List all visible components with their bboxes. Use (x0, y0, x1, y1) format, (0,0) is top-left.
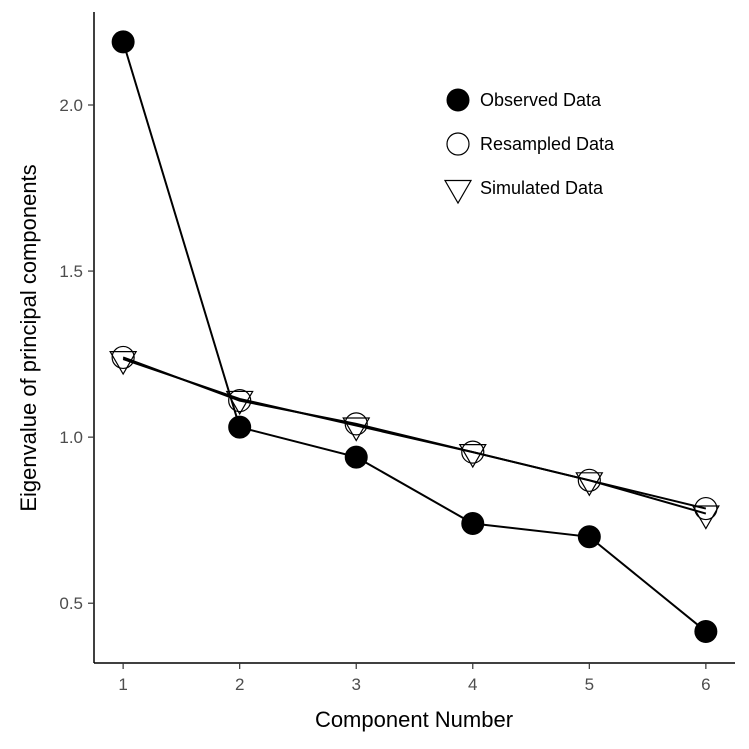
y-tick-label: 2.0 (59, 96, 83, 115)
y-tick-label: 0.5 (59, 594, 83, 613)
legend-label-1: Observed Data (480, 90, 602, 110)
data-point-series-1 (694, 619, 718, 643)
legend-label-2: Resampled Data (480, 134, 615, 154)
x-tick-label: 6 (701, 675, 710, 694)
axes (93, 12, 735, 664)
x-tick-label: 4 (468, 675, 477, 694)
data-point-series-1 (577, 525, 601, 549)
data-point-series-3 (225, 390, 254, 416)
legend-label-3: Simulated Data (480, 178, 604, 198)
data-point-series-3 (458, 443, 487, 469)
x-tick-label: 5 (585, 675, 594, 694)
series-points (109, 30, 720, 643)
data-point-series-2 (461, 440, 485, 464)
data-point-series-1 (344, 445, 368, 469)
data-point-series-3 (691, 505, 720, 530)
data-point-series-2 (577, 468, 601, 492)
data-point-series-2 (111, 345, 135, 370)
data-point-series-3 (109, 350, 138, 376)
data-point-series-1 (228, 415, 252, 439)
legend-key-1 (446, 88, 470, 112)
data-point-series-2 (228, 389, 252, 413)
data-point-series-1 (461, 512, 485, 535)
data-point-series-2 (344, 412, 368, 436)
y-tick-label: 1.5 (59, 262, 83, 281)
data-point-series-2 (694, 496, 718, 521)
ticks: 1 2 3 4 5 6 0.5 1.0 1.5 2.0 (59, 96, 710, 694)
y-tick-label: 1.0 (59, 428, 83, 447)
data-point-series-1 (111, 30, 135, 54)
series-line-2 (122, 356, 707, 510)
data-point-series-3 (575, 472, 604, 497)
series-line-1 (122, 41, 707, 633)
x-tick-label: 2 (235, 675, 244, 694)
x-tick-label: 3 (351, 675, 360, 694)
data-point-series-3 (342, 417, 371, 442)
x-tick-label: 1 (118, 675, 127, 694)
legend-key-2 (446, 132, 470, 156)
series-line-3 (122, 358, 707, 515)
legend-key-3 (443, 179, 473, 205)
y-axis-title: Eigenvalue of principal components (16, 164, 41, 511)
series-lines (122, 41, 707, 633)
x-axis-title: Component Number (315, 707, 513, 732)
legend: Observed Data Resampled Data Simulated Dat… (443, 88, 615, 205)
